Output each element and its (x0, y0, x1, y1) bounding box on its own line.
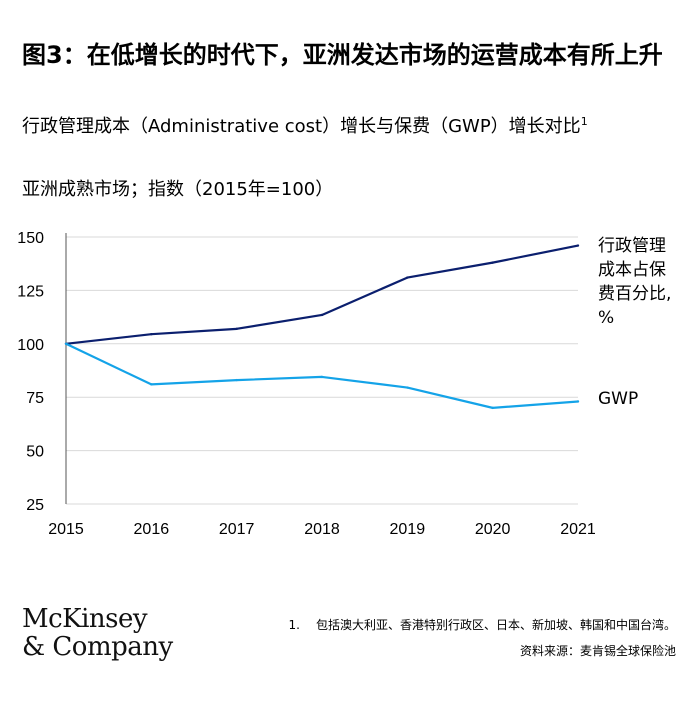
admin-cost-line-point (576, 244, 580, 247)
admin-cost-line (65, 244, 579, 345)
x-tick-label: 2021 (560, 521, 596, 538)
gridlines (66, 236, 578, 505)
subtitle-text: 行政管理成本（Administrative cost）增长与保费（GWP）增长对… (22, 116, 581, 137)
y-tick-label: 125 (17, 283, 44, 300)
x-tick-label: 2017 (219, 521, 255, 538)
chart-note: 亚洲成熟市场；指数（2015年=100） (22, 179, 334, 200)
footnote: 1. 包括澳大利亚、香港特别行政区、日本、新加坡、韩国和中国台湾。 资料来源：麦肯… (289, 612, 676, 664)
gwp-line-point (150, 383, 153, 386)
gwp-series-label: GWP (598, 389, 639, 409)
y-tick-label: 50 (26, 444, 44, 461)
admin-cost-line-point (320, 313, 324, 317)
x-tick-label: 2016 (134, 521, 170, 538)
admin-cost-label-line: 费百分比, (598, 284, 672, 304)
source-line: 资料来源：麦肯锡全球保险池 (519, 644, 676, 658)
admin-cost-label-line: 成本占保 (598, 260, 666, 280)
footnote-text: 包括澳大利亚、香港特别行政区、日本、新加坡、韩国和中国台湾。 (315, 618, 676, 632)
x-tick-label: 2020 (475, 521, 511, 538)
x-tick-label: 2015 (48, 521, 84, 538)
y-tick-label: 25 (26, 497, 44, 514)
logo-line-1: McKinsey (22, 604, 148, 634)
admin-cost-series-label: 行政管理 成本占保 费百分比, % (598, 234, 671, 330)
series-lines (64, 244, 580, 410)
footnote-number: 1. (288, 618, 300, 632)
gwp-line-point (320, 375, 324, 379)
admin-cost-line-point (406, 276, 409, 279)
chart-title: 图3：在低增长的时代下，亚洲发达市场的运营成本有所上升 (22, 41, 663, 69)
x-tick-label: 2019 (390, 521, 426, 538)
chart-subtitle: 行政管理成本（Administrative cost）增长与保费（GWP）增长对… (22, 114, 682, 139)
gwp-line-point (491, 406, 494, 410)
y-tick-label: 100 (17, 337, 44, 354)
footnote-marker: 1 (580, 115, 588, 128)
admin-cost-label-line: % (598, 308, 615, 328)
gwp-line-point (406, 386, 409, 389)
gwp-line-point (576, 400, 580, 403)
y-tick-label: 75 (26, 390, 44, 407)
gwp-line-point (64, 342, 68, 345)
footnote-line: 1. 包括澳大利亚、香港特别行政区、日本、新加坡、韩国和中国台湾。 (289, 612, 676, 638)
admin-cost-line-point (150, 332, 153, 336)
mckinsey-logo: McKinsey & Company (22, 605, 173, 661)
y-tick-label: 150 (17, 230, 44, 247)
logo-line-2: & Company (22, 632, 173, 662)
x-tick-label: 2018 (304, 521, 340, 538)
admin-cost-line-point (491, 261, 494, 264)
admin-cost-label-line: 行政管理 (598, 236, 666, 256)
gwp-line-point (235, 378, 238, 382)
admin-cost-line-point (235, 327, 238, 331)
